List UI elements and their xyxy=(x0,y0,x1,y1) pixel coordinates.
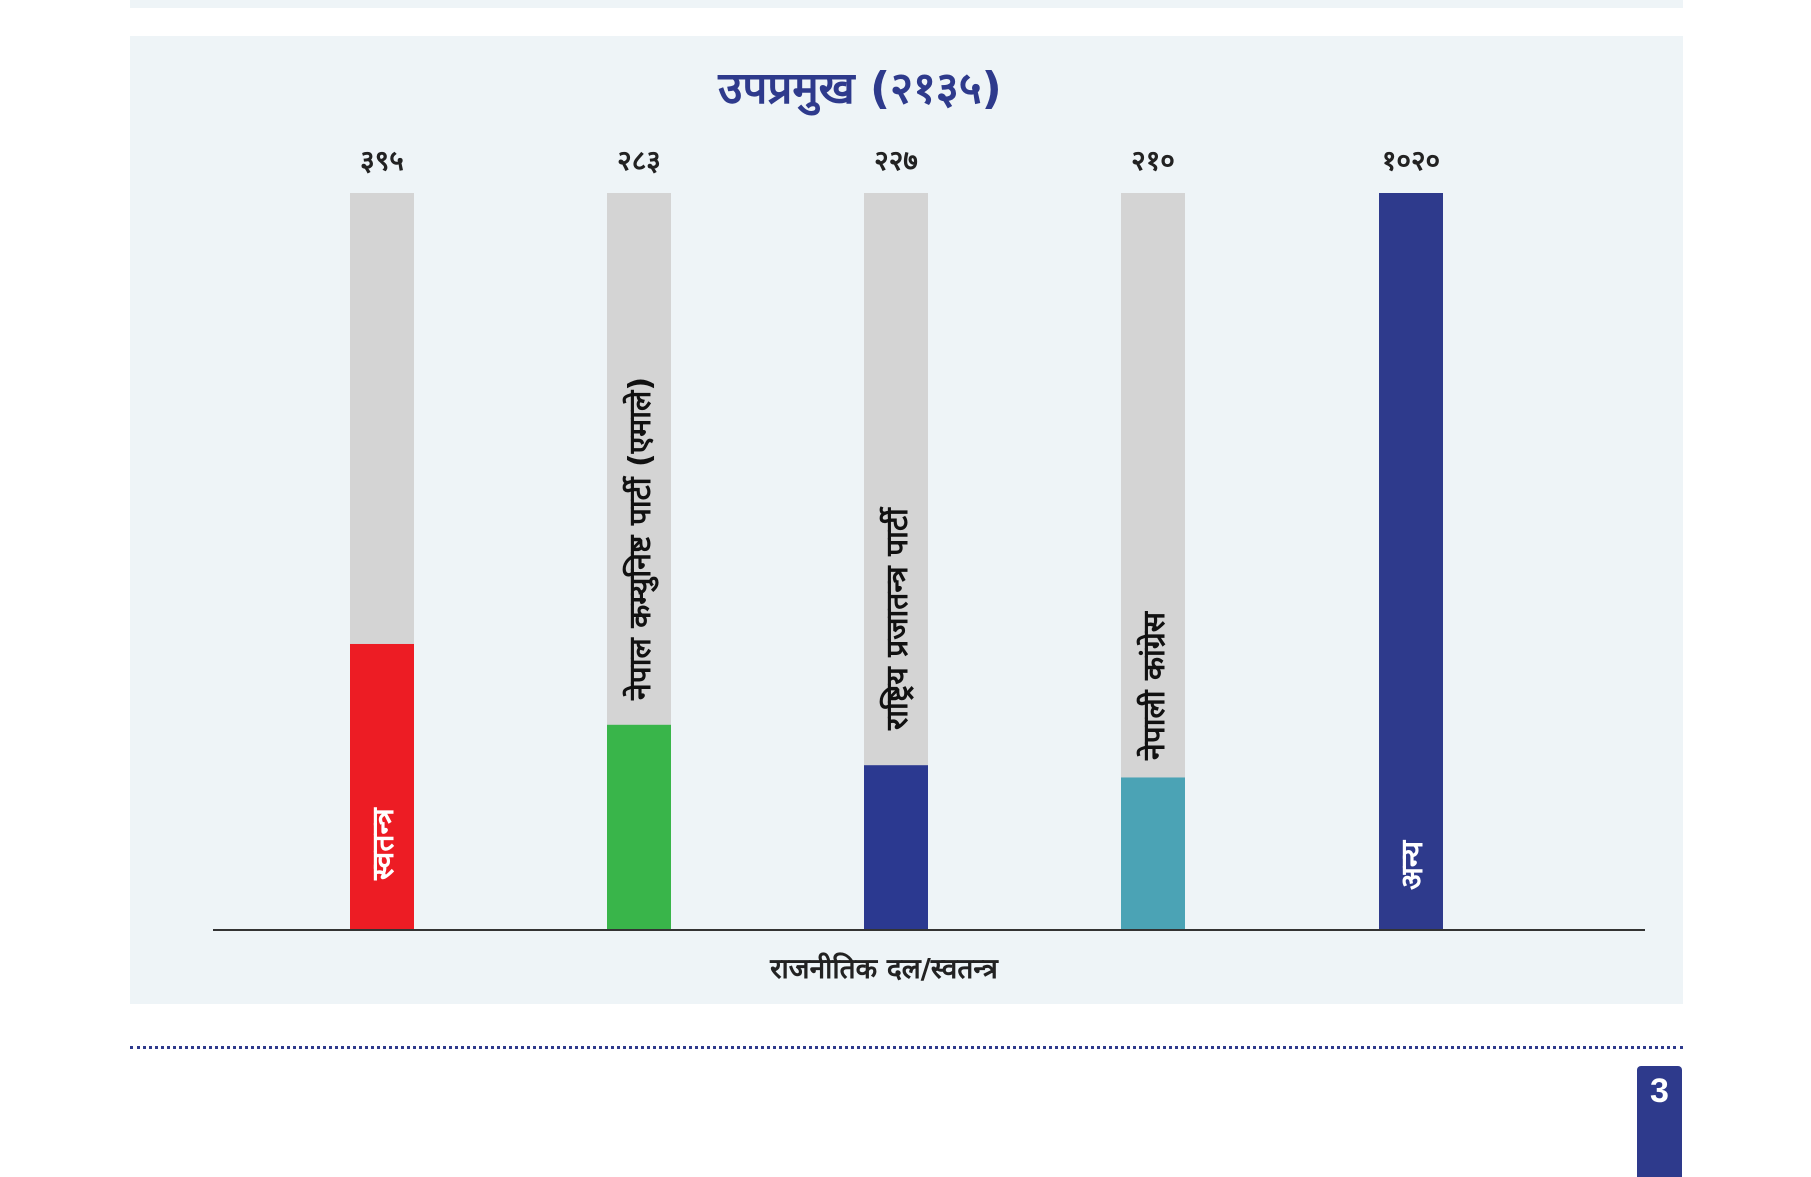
value-label-congress: २१० xyxy=(1131,144,1175,177)
page-number-tab: 3 xyxy=(1637,1066,1682,1177)
section-divider xyxy=(130,1046,1683,1049)
bar-others xyxy=(1379,193,1443,929)
chart-title: उपप्रमुख (२१३५) xyxy=(718,63,1002,114)
category-label-rpp: राष्ट्रिय प्रजातन्त्र पार्टी xyxy=(879,506,915,731)
page-number: 3 xyxy=(1650,1072,1669,1110)
bar-rpp xyxy=(864,765,928,929)
bar-uml xyxy=(607,724,671,929)
bar-independent xyxy=(350,643,414,929)
top-strip xyxy=(130,0,1683,8)
category-label-uml: नेपाल कम्युनिष्ट पार्टी (एमाले) xyxy=(622,377,659,701)
category-label-congress: नेपाली कांग्रेस xyxy=(1136,610,1172,761)
value-label-rpp: २२७ xyxy=(874,144,918,177)
bar-chart: ३९५ २८३ २२७ २१० १०२० स्वतन्त्र नेपाल कम्युनिष… xyxy=(213,144,1645,985)
value-label-uml: २८३ xyxy=(617,144,661,177)
value-label-others: १०२० xyxy=(1382,144,1440,177)
category-label-others: अन्य xyxy=(1395,839,1430,890)
category-label-independent: स्वतन्त्र xyxy=(366,807,401,881)
x-axis-label: राजनीतिक दल/स्वतन्त्र xyxy=(769,952,999,985)
bar-congress xyxy=(1121,777,1185,929)
value-label-independent: ३९५ xyxy=(360,144,404,177)
